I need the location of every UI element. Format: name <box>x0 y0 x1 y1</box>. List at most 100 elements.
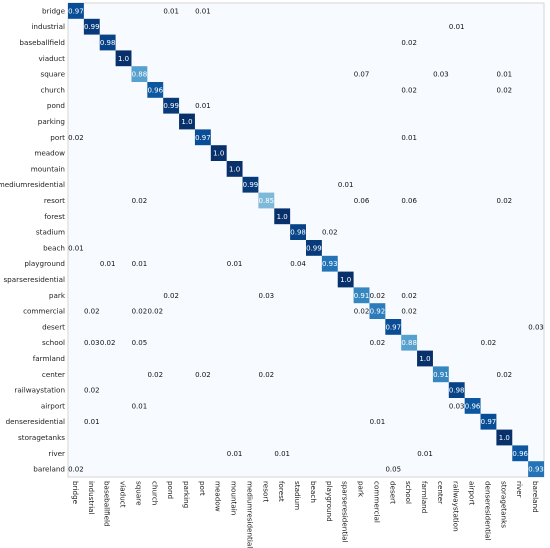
heatmap-cell <box>131 66 148 82</box>
cell-value-label: 0.02 <box>354 308 370 316</box>
cell-value-label: 0.02 <box>497 86 513 94</box>
heatmap-cell <box>242 176 259 193</box>
x-tick-label: denseresidential <box>483 481 492 540</box>
y-axis-tick-labels: bridge industrial baseballfield viaduct squa… <box>0 6 66 473</box>
y-tick-label: center <box>42 370 65 379</box>
cell-value-label: 0.02 <box>68 466 84 474</box>
heatmap-cell <box>68 3 84 19</box>
cell-value-label: 0.02 <box>84 308 100 316</box>
heatmap-cell <box>290 224 306 240</box>
cell-value-label: 0.05 <box>385 466 401 474</box>
heatmap-cell <box>528 461 544 477</box>
cell-value-label: 1.0 <box>229 165 240 173</box>
cell-value-label: 0.01 <box>274 450 290 458</box>
cell-value-label: 0.98 <box>449 387 465 395</box>
y-tick-label: railwaystation <box>14 386 65 395</box>
x-tick-label: park <box>357 481 366 498</box>
cell-value-label: 0.01 <box>227 260 243 268</box>
cell-value-label: 0.99 <box>306 244 322 252</box>
cell-value-label: 0.96 <box>512 450 528 458</box>
y-tick-label: mountain <box>31 164 65 173</box>
y-tick-label: storagetanks <box>18 433 65 442</box>
x-tick-label: stadium <box>293 481 302 510</box>
x-tick-label: mountain <box>230 481 239 515</box>
x-tick-label: baseballfield <box>103 481 112 527</box>
x-tick-label: square <box>134 481 143 506</box>
y-tick-label: meadow <box>34 149 65 158</box>
cell-value-label: 0.02 <box>259 371 275 379</box>
cell-value-label: 0.07 <box>354 71 370 79</box>
cell-value-label: 0.02 <box>370 292 386 300</box>
cell-value-label: 0.01 <box>195 7 211 15</box>
cell-value-label: 0.03 <box>259 292 275 300</box>
y-tick-label: farmland <box>33 354 65 363</box>
x-tick-label: airport <box>468 481 477 505</box>
cell-value-label: 0.99 <box>243 181 259 189</box>
y-tick-label: beach <box>43 243 65 252</box>
cell-value-label: 0.92 <box>370 308 386 316</box>
cell-value-label: 0.04 <box>290 260 306 268</box>
cell-value-label: 0.97 <box>385 323 401 331</box>
y-tick-label: square <box>41 70 66 79</box>
cell-value-label: 0.02 <box>132 197 148 205</box>
y-tick-label: viaduct <box>38 54 65 63</box>
heatmap-cell <box>353 287 370 304</box>
heatmap-cell <box>83 18 100 35</box>
y-tick-label: denseresidential <box>6 417 65 426</box>
cell-value-label: 0.01 <box>401 134 417 142</box>
cell-value-label: 0.01 <box>227 450 243 458</box>
cell-value-label: 1.0 <box>277 213 288 221</box>
x-tick-label: viaduct <box>119 481 128 508</box>
cell-value-label: 0.02 <box>481 339 497 347</box>
x-tick-label: desert <box>388 481 397 504</box>
cell-value-label: 0.01 <box>163 7 179 15</box>
x-tick-label: bridge <box>71 481 80 505</box>
y-tick-label: industrial <box>31 22 65 31</box>
cell-value-label: 0.01 <box>370 418 386 426</box>
x-axis-tick-labels: bridge industrial baseballfield viaduct squa… <box>71 481 540 548</box>
cell-value-label: 0.96 <box>147 86 163 94</box>
cell-value-label: 0.01 <box>338 181 354 189</box>
x-tick-label: forest <box>277 481 286 502</box>
cell-value-label: 0.99 <box>163 102 179 110</box>
cell-value-label: 0.02 <box>147 308 163 316</box>
heatmap-cell <box>306 240 322 256</box>
y-tick-label: playground <box>24 259 65 268</box>
x-tick-label: pond <box>166 481 175 499</box>
cell-value-label: 0.02 <box>497 371 513 379</box>
x-tick-label: mediumresidential <box>245 481 254 548</box>
cell-value-label: 0.01 <box>100 260 116 268</box>
cell-value-label: 1.0 <box>419 355 430 363</box>
cell-value-label: 0.88 <box>132 71 148 79</box>
x-tick-label: playground <box>325 481 334 522</box>
y-tick-label: resort <box>44 196 65 205</box>
cell-value-label: 1.0 <box>340 276 351 284</box>
heatmap-cell <box>210 145 227 161</box>
x-tick-label: center <box>436 481 445 504</box>
heatmap-cell <box>369 303 386 319</box>
x-tick-label: storagetanks <box>499 481 508 528</box>
cell-value-label: 0.98 <box>100 39 116 47</box>
heatmap-cell <box>464 398 481 414</box>
heatmap-cell <box>337 271 354 288</box>
cell-value-label: 0.99 <box>84 23 100 31</box>
x-tick-label: commercial <box>372 481 381 523</box>
y-tick-label: airport <box>41 401 65 410</box>
y-tick-label: church <box>41 85 65 94</box>
heatmap-cell <box>496 429 513 446</box>
x-tick-label: school <box>404 481 413 504</box>
heatmap-cell <box>480 413 497 430</box>
cell-value-label: 0.91 <box>433 371 449 379</box>
y-tick-label: pond <box>47 101 65 110</box>
y-tick-label: stadium <box>36 228 65 237</box>
cell-value-label: 0.01 <box>497 71 513 79</box>
x-tick-label: port <box>198 481 207 496</box>
x-tick-label: railwaystation <box>452 481 461 532</box>
heatmap-cell <box>274 208 291 225</box>
y-tick-label: school <box>42 338 65 347</box>
x-tick-label: church <box>150 481 159 505</box>
cell-value-label: 0.01 <box>68 244 84 252</box>
cell-value-label: 0.05 <box>132 339 148 347</box>
cell-value-label: 0.97 <box>481 418 497 426</box>
